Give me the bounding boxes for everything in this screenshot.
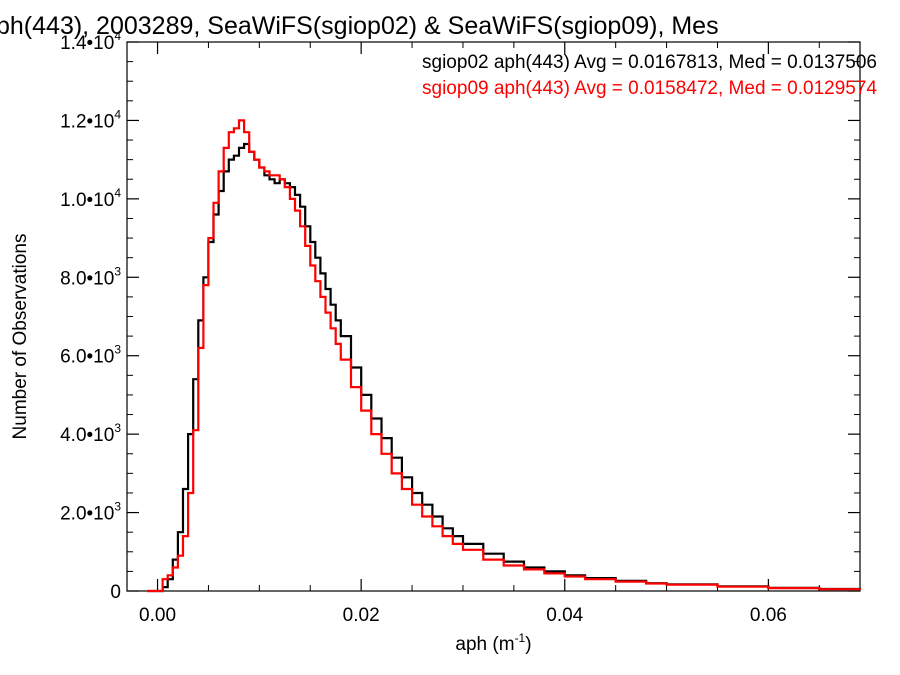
y-tick-label-base: 1.0•10: [60, 190, 114, 211]
y-tick-label: 1.2•104: [60, 107, 121, 132]
y-tick-label-base: 1.2•10: [60, 111, 114, 132]
x-axis-label-superscript: -1: [515, 631, 526, 645]
x-axis-label-main: aph (m: [455, 634, 514, 655]
y-tick-label-exponent: 3: [114, 500, 121, 514]
y-tick-label-base: 2.0•10: [60, 504, 114, 525]
y-tick-label: 8.0•103: [60, 264, 121, 289]
y-axis-label: Number of Observations: [10, 234, 31, 440]
legend-entry-sgiop09: sgiop09 aph(443) Avg = 0.0158472, Med = …: [422, 78, 877, 99]
y-tick-label-base: 4.0•10: [60, 425, 114, 446]
y-tick-label: 2.0•103: [60, 500, 121, 525]
y-tick-label: 1.0•104: [60, 186, 121, 211]
x-tick-label: 0.06: [750, 605, 787, 626]
plot-frame: [126, 41, 861, 592]
y-tick-label-exponent: 3: [114, 421, 121, 435]
series-line-sgiop02: [147, 142, 862, 593]
y-tick-label-base: 6.0•10: [60, 347, 114, 368]
legend: sgiop02 aph(443) Avg = 0.0167813, Med = …: [422, 52, 877, 99]
y-tick-label-base: 8.0•10: [60, 268, 114, 289]
y-tick-label: 4.0•103: [60, 421, 121, 446]
x-tick-label: 0.02: [343, 605, 380, 626]
y-tick-label-exponent: 3: [114, 264, 121, 278]
y-tick-label-base: 1.4•10: [60, 33, 114, 54]
series-line-sgiop09: [147, 119, 862, 593]
x-tick-label: 0.04: [546, 605, 583, 626]
x-axis-label-close: ): [525, 634, 531, 655]
y-tick-label-exponent: 4: [114, 29, 121, 43]
chart-title: ph(443), 2003289, SeaWiFS(sgiop02) & Sea…: [0, 12, 719, 40]
y-tick-label-exponent: 4: [114, 186, 121, 200]
series-layer: [147, 119, 862, 593]
y-tick-label-exponent: 4: [114, 107, 121, 121]
legend-entry-sgiop02: sgiop02 aph(443) Avg = 0.0167813, Med = …: [422, 52, 877, 73]
y-tick-label: 1.4•104: [60, 29, 121, 54]
y-tick-label: 6.0•103: [60, 343, 121, 368]
y-tick-label-base: 0: [110, 582, 121, 603]
y-tick-label: 0: [110, 582, 121, 603]
y-tick-label-exponent: 3: [114, 343, 121, 357]
y-axis-ticks: 02.0•1034.0•1036.0•1038.0•1031.0•1041.2•…: [60, 29, 860, 603]
x-axis-label: aph (m-1): [455, 631, 531, 655]
x-tick-label: 0.00: [139, 605, 176, 626]
x-axis-ticks: 0.00 0.02 0.04 0.06: [139, 42, 820, 626]
